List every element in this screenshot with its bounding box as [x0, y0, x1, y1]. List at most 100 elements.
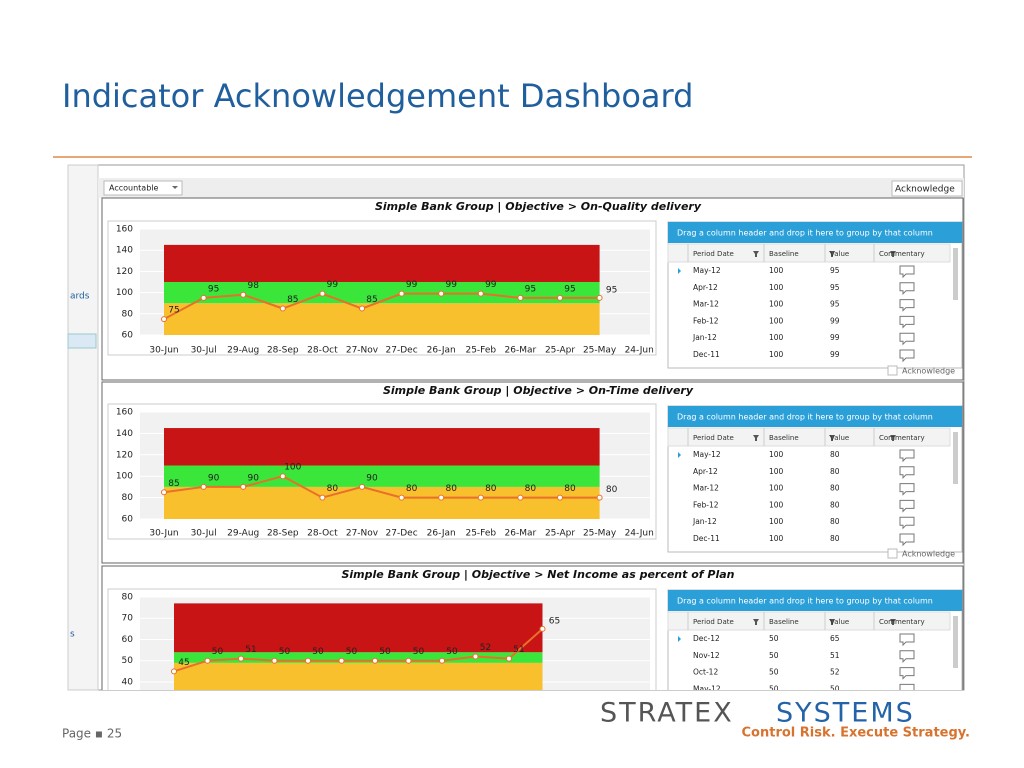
data-label: 51 — [513, 645, 524, 655]
panel-title: Simple Bank Group | Objective > On-Quali… — [375, 200, 702, 213]
filter-icon — [753, 251, 759, 257]
data-label: 50 — [413, 647, 425, 657]
table-cell: 100 — [769, 467, 784, 476]
comment-icon[interactable] — [899, 466, 915, 480]
sidebar — [67, 164, 99, 691]
filter-icon — [829, 619, 835, 625]
y-tick-label: 120 — [116, 450, 133, 460]
acknowledge-button[interactable] — [891, 180, 963, 197]
data-point — [398, 290, 405, 297]
data-label: 99 — [327, 280, 339, 290]
table-cell: 95 — [830, 266, 840, 275]
table-cell: Feb-12 — [693, 316, 719, 325]
x-tick-label: 25-May — [583, 529, 617, 539]
panel-title: Simple Bank Group | Objective > On-Time … — [383, 384, 694, 397]
filter-icon — [753, 435, 759, 441]
acknowledge-checkbox[interactable] — [887, 548, 898, 559]
data-point — [439, 657, 445, 664]
data-point — [438, 290, 445, 297]
table-cell: 100 — [769, 266, 784, 275]
comment-icon[interactable] — [899, 299, 915, 312]
column-header[interactable]: Baseline — [769, 434, 799, 442]
y-tick-label: 120 — [116, 267, 133, 277]
data-label: 90 — [366, 473, 378, 483]
column-header[interactable]: Baseline — [769, 618, 799, 626]
table-cell: 51 — [830, 651, 840, 660]
comment-icon[interactable] — [899, 533, 915, 547]
data-label: 50 — [346, 647, 358, 657]
sidebar-item[interactable]: s — [70, 630, 75, 640]
comment-icon[interactable] — [899, 349, 915, 363]
comment-icon[interactable] — [899, 449, 915, 463]
data-point — [279, 305, 286, 312]
filter-icon — [829, 251, 835, 257]
data-point — [338, 657, 345, 664]
x-tick-label: 25-May — [583, 346, 617, 356]
data-point — [557, 294, 563, 301]
data-label: 95 — [564, 284, 575, 294]
table-cell: 80 — [830, 450, 840, 459]
column-header[interactable]: Commentary — [879, 434, 925, 442]
y-tick-label: 60 — [122, 515, 134, 525]
threshold-band — [174, 652, 543, 663]
table-cell: 52 — [830, 668, 840, 677]
comment-icon[interactable] — [899, 282, 915, 296]
data-label: 80 — [327, 484, 339, 494]
column-header[interactable]: Value — [830, 250, 849, 258]
data-point — [477, 494, 484, 501]
table-cell: 99 — [830, 333, 840, 342]
comment-icon[interactable] — [899, 667, 915, 680]
panel-title: Simple Bank Group | Objective > Net Inco… — [341, 568, 734, 581]
data-point — [557, 494, 563, 501]
sidebar-item[interactable]: ards — [70, 292, 90, 302]
column-header[interactable]: Baseline — [769, 250, 799, 258]
comment-icon[interactable] — [899, 633, 915, 647]
y-tick-label: 80 — [122, 309, 134, 319]
column-header[interactable]: Value — [830, 618, 849, 626]
column-header[interactable]: Period Date — [693, 434, 734, 442]
comment-icon[interactable] — [899, 483, 915, 496]
table-cell: Dec-12 — [693, 634, 720, 643]
comment-icon[interactable] — [899, 332, 915, 346]
table-cell: 50 — [769, 634, 779, 643]
column-header[interactable]: Period Date — [693, 618, 734, 626]
data-point — [359, 305, 365, 312]
x-tick-label: 27-Nov — [346, 529, 379, 539]
comment-icon[interactable] — [899, 265, 915, 279]
data-label: 50 — [279, 647, 291, 657]
column-header[interactable]: Commentary — [879, 250, 925, 258]
data-point — [319, 290, 326, 297]
column-header[interactable]: Period Date — [693, 250, 734, 258]
comment-icon[interactable] — [899, 650, 915, 664]
table-cell: Apr-12 — [693, 283, 718, 292]
x-tick-label: 28-Sep — [267, 529, 299, 539]
column-header[interactable]: Commentary — [879, 618, 925, 626]
group-header — [668, 222, 962, 243]
x-tick-label: 26-Jan — [427, 346, 456, 356]
dropdown-arrow — [172, 186, 178, 189]
comment-icon[interactable] — [899, 683, 915, 695]
data-point — [372, 657, 378, 664]
x-tick-label: 27-Dec — [386, 529, 418, 539]
data-label: 99 — [485, 280, 497, 290]
comment-icon[interactable] — [899, 315, 915, 329]
data-point — [171, 668, 177, 675]
y-tick-label: 60 — [122, 331, 134, 341]
acknowledge-checkbox[interactable] — [887, 365, 898, 376]
data-point — [398, 494, 405, 501]
filter-dropdown[interactable] — [103, 180, 183, 196]
y-tick-label: 80 — [122, 493, 134, 503]
comment-icon[interactable] — [899, 499, 915, 513]
table-cell: 80 — [830, 467, 840, 476]
table-cell: 100 — [769, 517, 784, 526]
data-label: 50 — [446, 647, 458, 657]
data-label: 80 — [445, 484, 457, 494]
filter-icon — [829, 435, 835, 441]
comment-icon[interactable] — [899, 516, 915, 530]
table-cell: 100 — [769, 300, 784, 309]
table-cell: 99 — [830, 350, 840, 359]
threshold-band — [164, 303, 600, 335]
data-label: 99 — [406, 280, 418, 290]
column-header[interactable]: Value — [830, 434, 849, 442]
x-tick-label: 29-Aug — [227, 346, 259, 356]
